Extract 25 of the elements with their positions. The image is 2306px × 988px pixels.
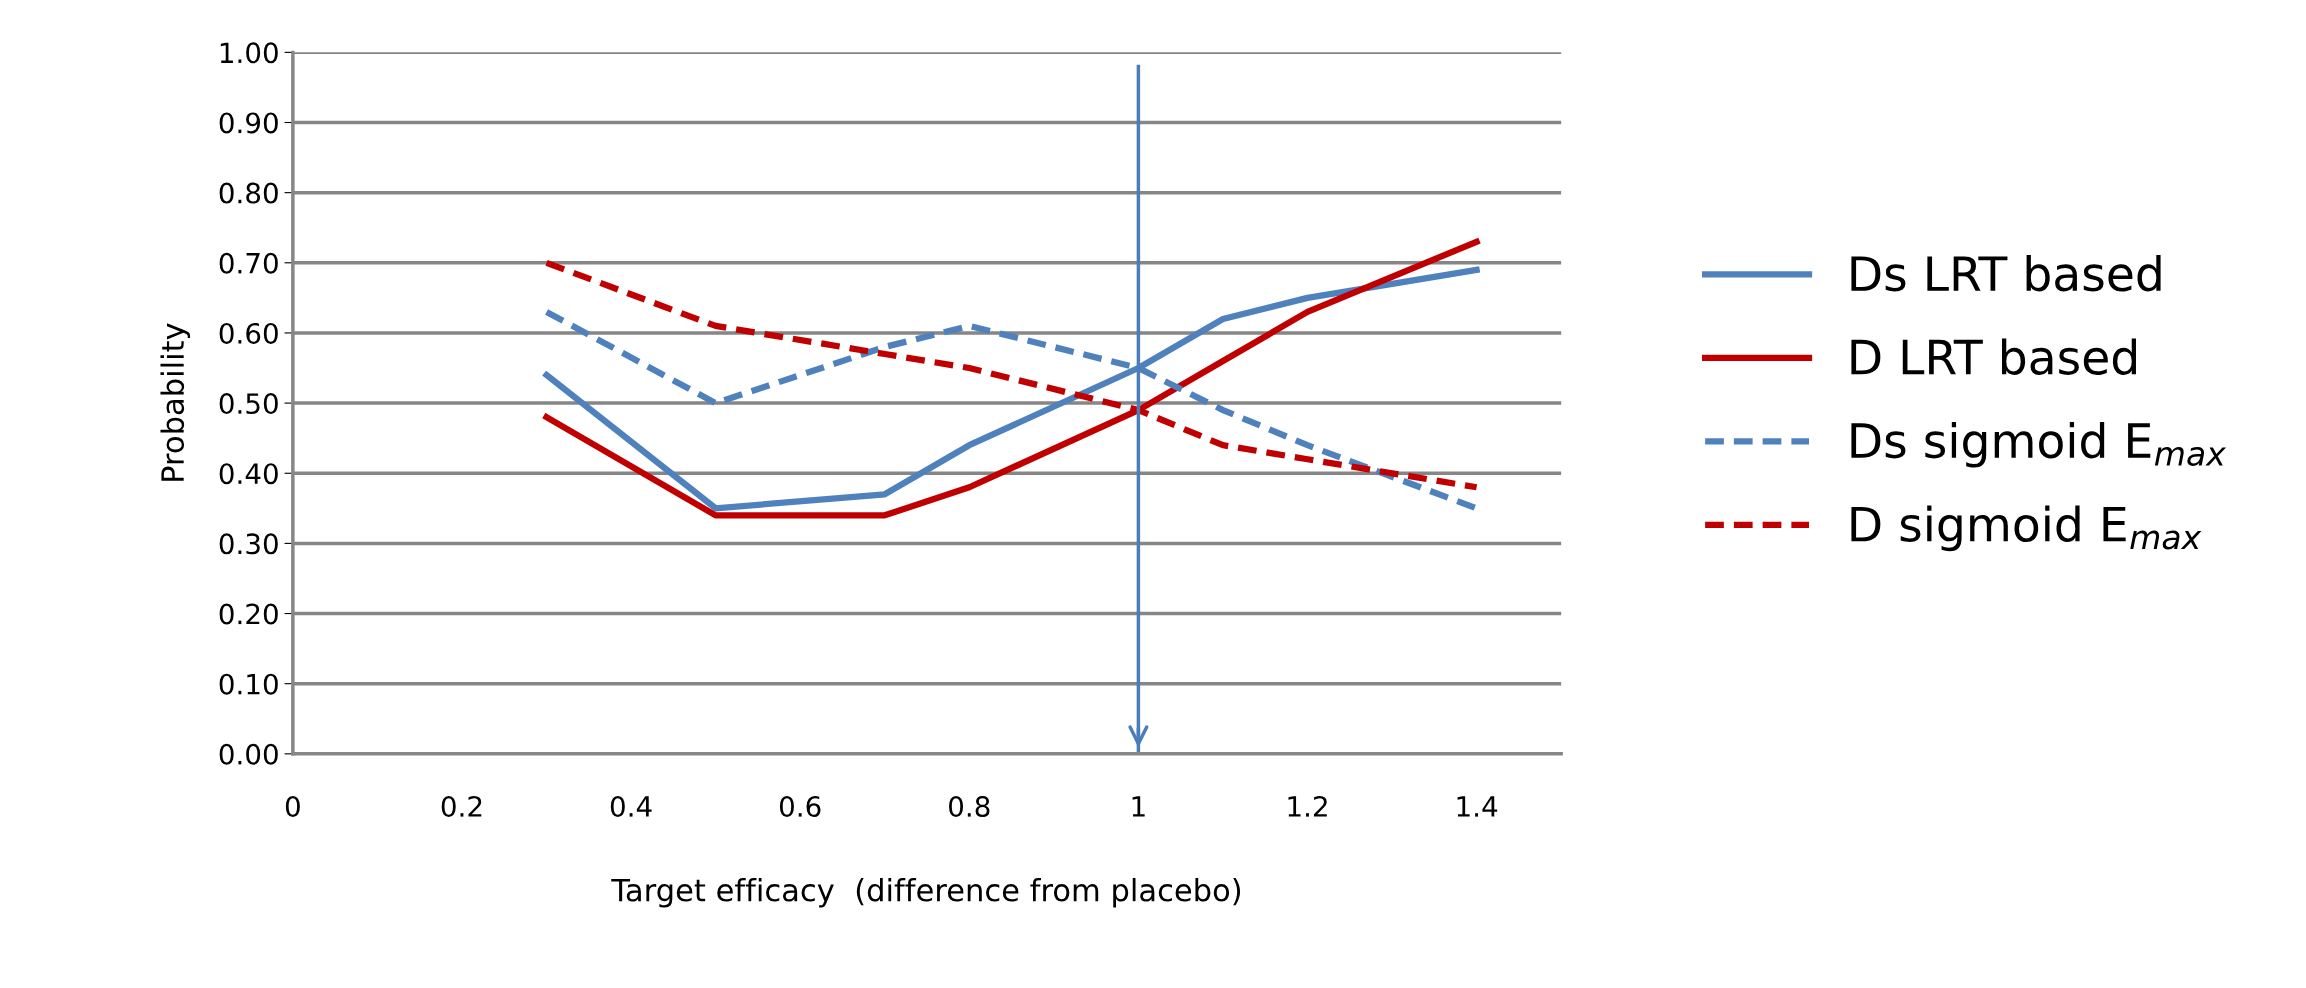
x-tick-label: 0.2 [441, 796, 482, 818]
y-axis-title: Probability [160, 323, 191, 481]
x-tick-label: 0.4 [610, 796, 652, 818]
y-tick-label: 0.90 [219, 112, 278, 134]
x-tick-label: 1 [1132, 796, 1145, 817]
y-tick-label: 0.80 [219, 182, 278, 204]
y-tick-label: 0.30 [219, 533, 278, 555]
y-tick-label: 0.20 [219, 603, 278, 625]
y-tick-label: 0.00 [219, 743, 278, 765]
y-tick-label: 0.70 [219, 252, 278, 274]
x-tick-label: 1.2 [1288, 796, 1327, 817]
y-tick-label: 0.50 [219, 393, 278, 415]
x-axis-title: Target efficacy (difference from placebo) [611, 877, 1241, 908]
y-tick-label: 0.40 [219, 463, 278, 485]
x-tick-label: 1.4 [1457, 796, 1498, 817]
legend-label: Ds LRT based [1851, 254, 2161, 292]
legend-label: D LRT based [1851, 338, 2136, 375]
y-tick-label: 0.60 [219, 322, 278, 344]
x-tick-label: 0.6 [779, 796, 821, 818]
x-tick-label: 0.8 [949, 796, 990, 818]
y-tick-label: 0.10 [219, 673, 278, 695]
y-tick-label: 1.00 [220, 42, 278, 64]
legend-label: Ds sigmoid E$_{max}$ [1851, 421, 2227, 468]
x-tick-label: 0 [285, 796, 300, 818]
legend-label: D sigmoid E$_{max}$ [1851, 505, 2202, 552]
